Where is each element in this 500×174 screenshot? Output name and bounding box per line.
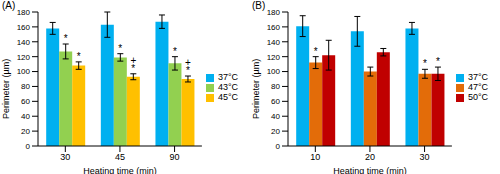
svg-text:80: 80: [271, 82, 280, 91]
html-text:(B): (B): [252, 0, 266, 11]
svg-text:120: 120: [267, 53, 281, 62]
svg-text:160: 160: [267, 23, 281, 32]
svg-text:160: 160: [17, 23, 31, 32]
svg-text:0: 0: [26, 142, 31, 151]
svg-text:100: 100: [267, 67, 281, 76]
svg-text:30: 30: [60, 152, 70, 162]
svg-text:Perimeter (µm): Perimeter (µm): [251, 59, 261, 119]
html-text:43°C: 43°C: [217, 82, 238, 92]
svg-text:45: 45: [115, 152, 125, 162]
html-text:47°C: 47°C: [467, 82, 488, 92]
svg-text:180: 180: [267, 8, 281, 17]
html-text:37°C: 37°C: [217, 72, 238, 82]
html-text:45°C: 45°C: [217, 92, 238, 102]
svg-text:120: 120: [17, 53, 31, 62]
svg-text:180: 180: [17, 8, 31, 17]
svg-text:60: 60: [271, 97, 280, 106]
svg-text:10: 10: [310, 152, 320, 162]
svg-text:40: 40: [21, 112, 30, 121]
svg-text:30: 30: [420, 152, 430, 162]
svg-text:20: 20: [271, 127, 280, 136]
html-text:50°C: 50°C: [467, 92, 488, 102]
svg-text:*: *: [314, 46, 318, 57]
svg-text:*: *: [77, 51, 81, 62]
html-text:(A): (A): [2, 0, 16, 11]
svg-text:*: *: [118, 43, 122, 54]
svg-text:*: *: [436, 56, 440, 67]
svg-text:20: 20: [21, 127, 30, 136]
svg-text:140: 140: [17, 38, 31, 47]
svg-text:20: 20: [365, 152, 375, 162]
svg-text:*: *: [423, 58, 427, 69]
svg-text:100: 100: [17, 67, 31, 76]
svg-text:0: 0: [276, 142, 281, 151]
svg-text:*: *: [64, 33, 68, 44]
svg-text:Heating time (min): Heating time (min): [333, 166, 407, 174]
svg-text:90: 90: [170, 152, 180, 162]
svg-text:60: 60: [21, 97, 30, 106]
svg-text:*: *: [173, 46, 177, 57]
html-text:37°C: 37°C: [467, 72, 488, 82]
svg-text:140: 140: [267, 38, 281, 47]
svg-text:*: *: [131, 63, 135, 74]
svg-text:80: 80: [21, 82, 30, 91]
svg-text:Perimeter (µm): Perimeter (µm): [8, 59, 11, 119]
svg-text:*: *: [186, 65, 190, 76]
svg-text:40: 40: [271, 112, 280, 121]
svg-text:Heating time (min): Heating time (min): [83, 166, 157, 174]
